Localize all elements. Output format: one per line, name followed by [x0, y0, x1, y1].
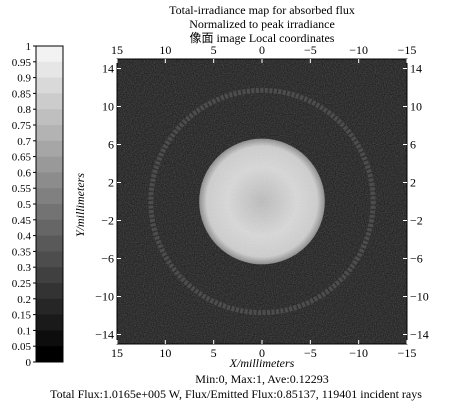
colorbar-tick-label: 0	[26, 357, 32, 369]
colorbar-swatch	[36, 156, 63, 173]
colorbar-tick-label: 0.65	[12, 152, 32, 164]
colorbar: 1 0.95 0.9 0.85 0.8 0.75 0.7 0.65 0.6 0.55 0.5 0.45…	[12, 41, 64, 369]
colorbar-tick-label: 0.4	[17, 231, 31, 243]
irradiance-ring	[148, 87, 376, 316]
colorbar-swatch	[36, 93, 63, 110]
y-tick-label-left: 14	[102, 62, 114, 76]
central-spot-texture	[199, 138, 325, 265]
colorbar-swatch	[36, 251, 63, 268]
colorbar-tick-label: 0.8	[17, 104, 31, 116]
x-tick-label-top: −10	[349, 43, 368, 57]
colorbar-swatch	[36, 172, 63, 189]
y-tick-label-left: −14	[95, 328, 114, 342]
x-tick-label-top: −5	[304, 43, 317, 57]
colorbar-tick-label: 0.95	[12, 57, 32, 69]
x-tick-label-bottom: 5	[211, 346, 217, 360]
colorbar-tick-label: 0.5	[17, 199, 31, 211]
x-tick-label-top: 10	[159, 43, 171, 57]
y-axis-label: Y/millimeters	[73, 172, 87, 238]
colorbar-swatch	[36, 346, 63, 363]
x-tick-label-bottom: 10	[159, 346, 171, 360]
y-tick-label-right: −6	[410, 252, 423, 266]
y-tick-label-left: 6	[108, 138, 114, 152]
y-tick-label-left: −2	[101, 214, 114, 228]
y-tick-label-right: 14	[410, 62, 422, 76]
colorbar-swatch	[36, 188, 63, 205]
x-tick-label-top: −15	[398, 43, 417, 57]
y-tick-label-right: −10	[410, 290, 429, 304]
colorbar-tick-label: 0.05	[12, 341, 32, 353]
y-tick-label-right: −14	[410, 328, 429, 342]
colorbar-swatch	[36, 77, 63, 94]
y-tick-label-right: −2	[410, 214, 423, 228]
colorbar-tick-label: 0.75	[12, 120, 32, 132]
y-tick-label-right: 2	[410, 176, 416, 190]
colorbar-tick-label: 0.6	[17, 167, 31, 179]
chart-title-line-2: Normalized to peak irradiance	[189, 17, 335, 31]
x-tick-label-bottom: 0	[259, 346, 265, 360]
x-tick-label-top: 15	[111, 43, 123, 57]
colorbar-swatch	[36, 235, 63, 252]
colorbar-tick-label: 0.1	[17, 325, 31, 337]
flux-line: Total Flux:1.0165e+005 W, Flux/Emitted F…	[50, 387, 422, 401]
colorbar-swatch	[36, 219, 63, 237]
y-tick-label-left: 2	[108, 176, 114, 190]
colorbar-swatch	[36, 125, 63, 142]
x-tick-label-top: 5	[211, 43, 217, 57]
colorbar-swatch	[36, 204, 63, 221]
colorbar-tick-label: 0.2	[17, 294, 31, 306]
x-axis-label: X/millimeters	[229, 356, 295, 370]
x-tick-label-bottom: −15	[398, 346, 417, 360]
plot-area: 15 15 10 10 5 5 0 0 −5 −5 −10 −10 −15 −15 14 10 6 2 −2 −6 −1…	[95, 43, 429, 360]
colorbar-swatch	[36, 298, 63, 316]
colorbar-tick-label: 0.55	[12, 183, 32, 195]
y-tick-label-right: 6	[410, 138, 416, 152]
colorbar-tick-label: 1	[26, 41, 32, 53]
colorbar-tick-label: 0.9	[17, 73, 31, 85]
colorbar-swatch	[36, 46, 63, 63]
colorbar-swatch	[36, 330, 63, 347]
y-tick-label-right: 10	[410, 100, 422, 114]
colorbar-tick-label: 0.25	[12, 278, 32, 290]
colorbar-swatch	[36, 283, 63, 300]
y-tick-label-left: −10	[95, 290, 114, 304]
x-tick-label-bottom: 15	[111, 346, 123, 360]
x-tick-label-top: 0	[259, 43, 265, 57]
colorbar-tick-label: 0.15	[12, 310, 32, 322]
colorbar-tick-label: 0.3	[17, 262, 31, 274]
y-tick-label-left: −6	[101, 252, 114, 266]
chart-title-line-1: Total-irradiance map for absorbed flux	[169, 3, 355, 17]
colorbar-tick-label: 0.7	[17, 136, 31, 148]
colorbar-tick-label: 0.35	[12, 246, 32, 258]
chart-title-line-3: 像面 image Local coordinates	[189, 31, 335, 45]
colorbar-swatch	[36, 314, 63, 331]
x-tick-label-bottom: −5	[304, 346, 317, 360]
colorbar-swatch	[36, 140, 63, 158]
stats-line: Min:0, Max:1, Ave:0.12293	[195, 372, 329, 386]
y-tick-label-left: 10	[102, 100, 114, 114]
x-tick-label-bottom: −10	[349, 346, 368, 360]
colorbar-swatch	[36, 109, 63, 126]
colorbar-swatch	[36, 267, 63, 284]
colorbar-swatch	[36, 61, 63, 79]
colorbar-tick-label: 0.85	[12, 88, 32, 100]
colorbar-tick-label: 0.45	[12, 215, 32, 227]
